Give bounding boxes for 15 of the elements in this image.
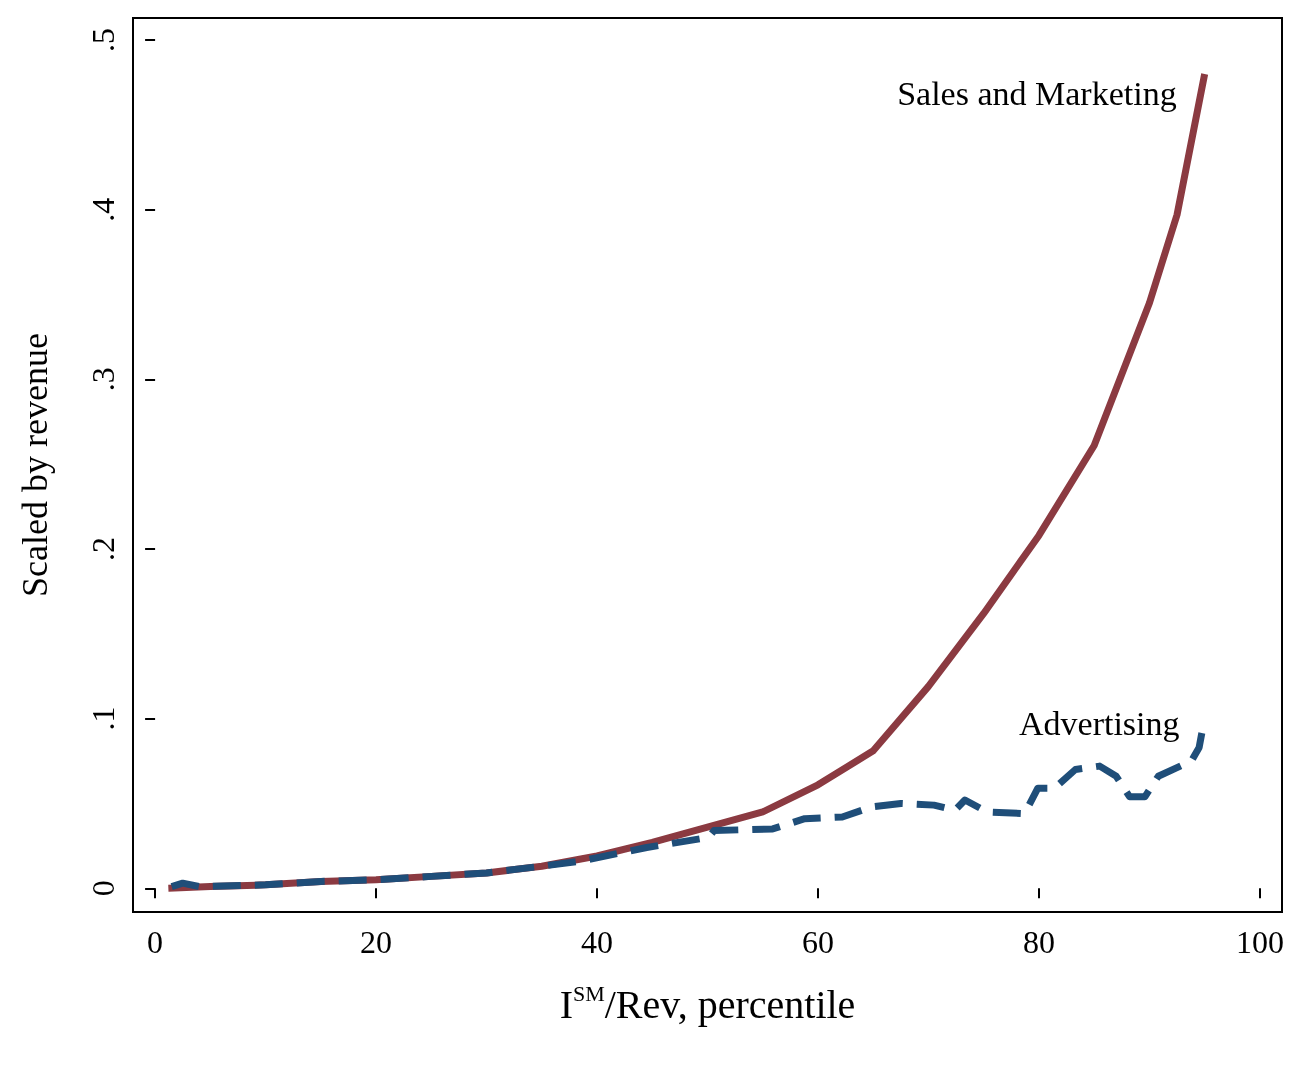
y-tick-label: .3 xyxy=(85,367,121,392)
x-tick-label: 20 xyxy=(360,924,393,960)
series-label: Sales and Marketing xyxy=(897,75,1177,113)
y-axis-title: Scaled by revenue xyxy=(15,333,55,597)
y-tick-label: 0 xyxy=(85,880,121,897)
x-tick-label: 80 xyxy=(1022,924,1055,960)
x-tick-label: 100 xyxy=(1235,924,1284,960)
series-label: Advertising xyxy=(1019,705,1180,743)
y-tick-label: .2 xyxy=(85,536,121,561)
x-tick-label: 0 xyxy=(147,924,164,960)
y-tick-label: .4 xyxy=(85,197,121,222)
y-tick-label: .5 xyxy=(85,28,121,53)
y-tick-label: .1 xyxy=(85,706,121,731)
x-tick-label: 60 xyxy=(801,924,834,960)
x-tick-label: 40 xyxy=(581,924,614,960)
